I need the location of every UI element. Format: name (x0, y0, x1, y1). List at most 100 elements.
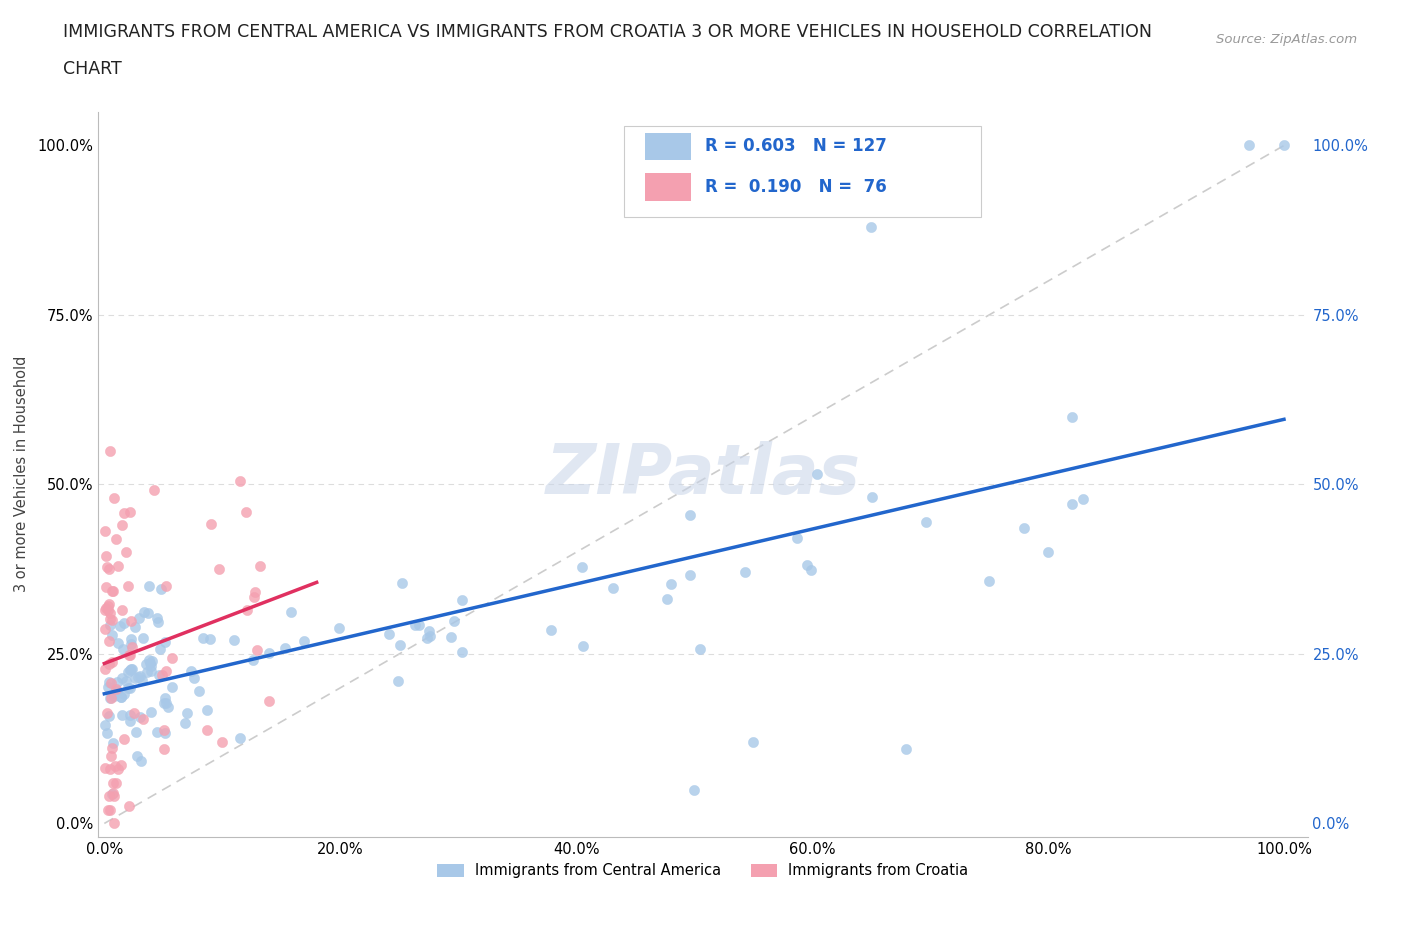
Point (155, 578, 177, 593)
Point (120, 613, 142, 628)
Point (387, 673, 409, 688)
Point (152, 742, 174, 757)
Point (860, 490, 883, 505)
Point (105, 684, 128, 698)
Point (155, 696, 177, 711)
Point (131, 753, 153, 768)
Point (103, 789, 125, 804)
Point (98, 562, 121, 577)
Point (138, 653, 160, 668)
Point (114, 545, 136, 560)
Point (111, 518, 134, 533)
Point (408, 618, 430, 632)
Point (1237, 138, 1260, 153)
Point (97, 709, 120, 724)
Point (388, 638, 411, 653)
Point (211, 735, 233, 750)
Point (111, 671, 134, 685)
Point (100, 749, 122, 764)
Point (153, 696, 176, 711)
Point (153, 725, 176, 740)
Point (188, 684, 211, 698)
Point (195, 702, 218, 717)
Point (98, 803, 121, 817)
Point (176, 706, 198, 721)
Point (1014, 521, 1036, 536)
Point (118, 647, 141, 662)
Point (208, 561, 231, 576)
Point (94, 601, 117, 616)
Point (117, 578, 139, 593)
Point (98, 605, 121, 620)
Point (915, 514, 938, 529)
Point (98, 443, 121, 458)
Point (162, 650, 184, 665)
Point (139, 663, 162, 678)
Point (105, 531, 128, 546)
Point (328, 621, 350, 636)
Point (120, 713, 142, 728)
Point (97, 602, 120, 617)
Point (124, 671, 146, 685)
Text: CHART: CHART (63, 60, 122, 78)
Point (97, 803, 120, 817)
Point (105, 681, 128, 696)
Point (222, 632, 245, 647)
Point (977, 574, 1000, 589)
Point (246, 643, 269, 658)
Point (100, 612, 122, 627)
Point (152, 723, 174, 737)
Point (135, 665, 157, 680)
Point (94, 579, 117, 594)
Point (112, 732, 135, 747)
Point (107, 635, 129, 650)
Point (142, 482, 165, 497)
Point (101, 627, 124, 642)
Point (138, 578, 160, 593)
Point (114, 673, 136, 688)
Point (96, 706, 118, 721)
Point (117, 681, 139, 696)
Point (118, 648, 141, 663)
Point (243, 590, 266, 604)
Point (105, 684, 128, 698)
Point (1272, 138, 1295, 153)
Point (132, 711, 155, 726)
Point (249, 559, 271, 574)
Point (418, 624, 440, 639)
Point (94, 717, 117, 732)
Point (198, 632, 221, 647)
Point (101, 655, 124, 670)
Point (195, 723, 218, 737)
Text: R = 0.603   N = 127: R = 0.603 N = 127 (706, 138, 887, 155)
Point (111, 708, 134, 723)
Point (443, 613, 465, 628)
Point (94, 524, 117, 538)
Point (124, 619, 146, 634)
Point (120, 637, 142, 652)
Point (235, 504, 257, 519)
Point (100, 691, 122, 706)
Point (96, 560, 118, 575)
Point (112, 616, 135, 631)
Point (139, 656, 162, 671)
Point (129, 669, 152, 684)
Point (259, 694, 281, 709)
Point (135, 657, 157, 671)
Point (101, 786, 124, 801)
Point (127, 749, 149, 764)
Point (689, 642, 711, 657)
Point (120, 661, 142, 676)
Point (97, 679, 120, 694)
Point (806, 466, 828, 481)
Point (1036, 544, 1059, 559)
Point (103, 686, 125, 701)
Point (98, 762, 121, 777)
Point (153, 690, 176, 705)
Point (131, 672, 153, 687)
Point (229, 731, 252, 746)
Point (149, 581, 172, 596)
Point (800, 563, 823, 578)
Point (174, 716, 197, 731)
Point (896, 741, 918, 756)
